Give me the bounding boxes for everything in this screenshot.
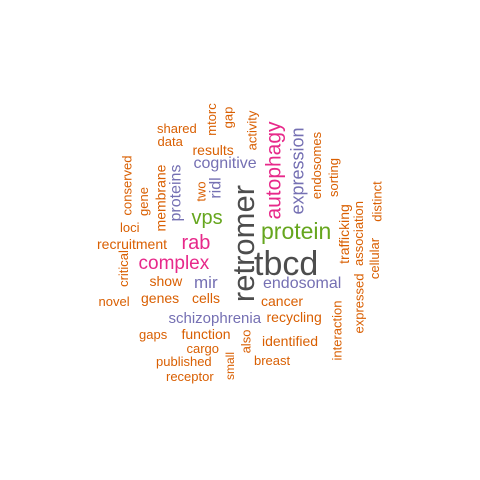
word-proteins: proteins [166,164,184,222]
word-also: also [238,329,254,353]
word-expression: expression [287,127,308,215]
word-cargo: cargo [186,340,220,356]
word-cognitive: cognitive [193,155,257,172]
word-shared: shared [157,120,197,136]
word-interaction: interaction [329,300,345,360]
word-cancer: cancer [261,293,304,309]
word-membrane: membrane [151,164,168,232]
word-identified: identified [262,333,319,349]
word-vps: vps [191,207,223,229]
word-endosomes: endosomes [308,131,324,199]
word-recycling: recycling [266,309,322,325]
word-gaps: gaps [139,326,168,342]
word-activity: activity [244,110,260,150]
word-tbcd: tbcd [254,245,319,283]
word-mir: mir [194,272,218,292]
word-loci: loci [120,219,140,235]
word-breast: breast [254,352,291,368]
word-small: small [223,351,238,381]
word-results: results [192,142,234,158]
word-cells: cells [192,290,221,306]
word-endosomal: endosomal [263,275,342,292]
word-expressed: expressed [351,273,367,333]
word-conserved: conserved [119,155,135,215]
word-distinct: distinct [369,180,385,222]
word-rab: rab [181,232,211,254]
word-gene: gene [135,186,151,216]
word-complex: complex [138,252,210,274]
word-published: published [156,353,212,369]
word-gap: gap [220,106,236,128]
word-two: two [193,180,209,202]
word-association: association [350,200,366,266]
word-critical: critical [115,249,131,287]
word-mtorc: mtorc [203,102,219,136]
word-retromer: retromer [225,184,261,302]
word-schizophrenia: schizophrenia [168,309,262,327]
word-sorting: sorting [325,157,341,197]
word-data: data [157,133,183,149]
word-autophagy: autophagy [262,120,286,220]
word-cellular: cellular [366,237,382,279]
word-protein: protein [261,217,332,244]
word-function: function [181,326,231,342]
word-novel: novel [98,293,130,309]
word-receptor: receptor [166,368,214,384]
word-genes: genes [141,290,180,306]
word-recruitment: recruitment [97,236,168,252]
word-show: show [149,273,183,289]
word-trafficking: trafficking [335,204,352,264]
word-ridl: ridl [207,177,225,199]
